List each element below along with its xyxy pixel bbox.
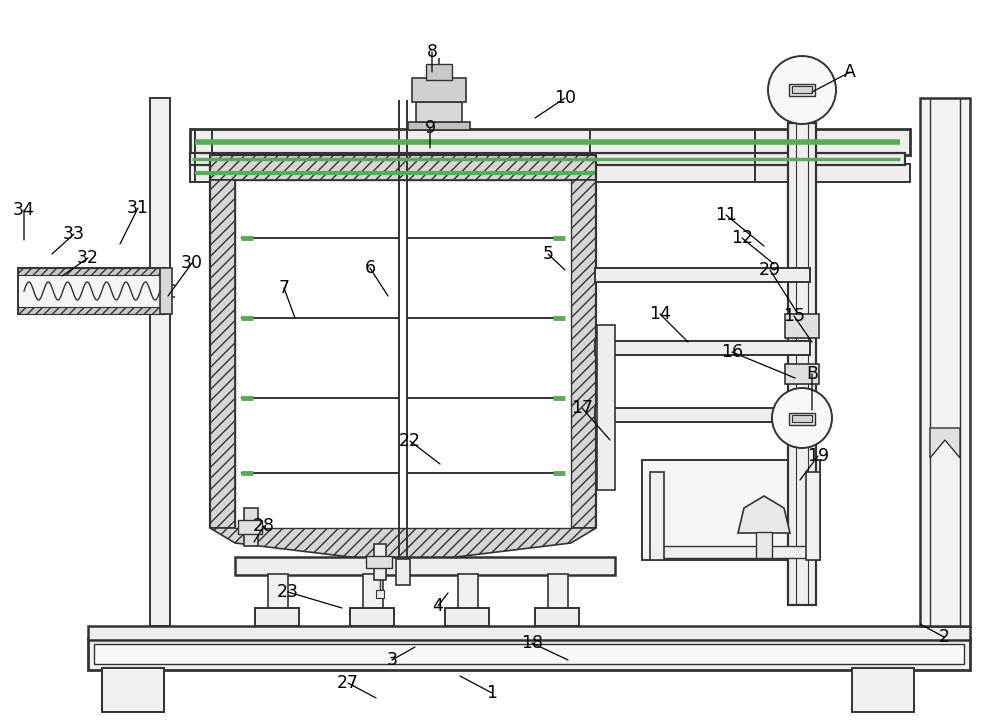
Bar [548, 574, 568, 610]
Text: 23: 23 [277, 583, 299, 601]
Bar [650, 472, 664, 560]
Text: 18: 18 [521, 634, 543, 652]
Bar [445, 608, 489, 626]
Text: 17: 17 [571, 399, 593, 417]
Bar [595, 408, 810, 422]
Bar [785, 314, 819, 338]
Text: 7: 7 [278, 279, 290, 297]
Bar [416, 102, 462, 122]
Bar [235, 180, 571, 528]
Bar [756, 532, 772, 558]
Text: 22: 22 [399, 432, 421, 450]
Bar [88, 626, 970, 640]
Bar [18, 268, 166, 314]
Text: 5: 5 [542, 245, 554, 263]
Bar [426, 64, 452, 80]
Bar [597, 325, 615, 490]
Bar [190, 164, 910, 182]
Text: 19: 19 [807, 447, 829, 465]
Bar [571, 180, 596, 528]
Bar [88, 638, 970, 670]
Text: 1: 1 [486, 684, 498, 702]
Bar [244, 508, 258, 546]
Bar [366, 556, 392, 568]
Bar [408, 122, 470, 130]
Bar [458, 574, 478, 610]
Text: 12: 12 [731, 229, 753, 247]
Bar [350, 608, 394, 626]
Text: 2: 2 [938, 628, 950, 646]
Bar [363, 574, 383, 610]
Text: 11: 11 [715, 206, 737, 224]
Bar [785, 364, 819, 384]
Bar [806, 472, 820, 560]
Bar [595, 268, 810, 282]
Bar [190, 129, 910, 155]
Text: 14: 14 [649, 305, 671, 323]
Bar [535, 608, 579, 626]
Bar [150, 98, 170, 626]
Bar [255, 608, 299, 626]
Bar [238, 520, 262, 534]
Bar [396, 559, 410, 585]
Circle shape [768, 56, 836, 124]
Text: 15: 15 [783, 307, 805, 325]
Text: 16: 16 [721, 343, 743, 361]
Bar [376, 590, 384, 598]
Bar [160, 268, 172, 314]
Bar [268, 574, 288, 610]
Text: 30: 30 [181, 254, 203, 272]
Bar [210, 155, 596, 180]
Bar [374, 544, 386, 580]
Bar [210, 180, 235, 528]
Polygon shape [210, 528, 596, 561]
Bar [852, 668, 914, 712]
Text: 33: 33 [63, 225, 85, 243]
Bar [642, 460, 820, 560]
Bar [788, 123, 816, 605]
Text: 29: 29 [759, 261, 781, 279]
Text: 9: 9 [424, 119, 436, 137]
Text: 8: 8 [426, 43, 438, 61]
Text: 6: 6 [364, 259, 376, 277]
Bar [190, 153, 905, 165]
Bar [18, 307, 166, 314]
Text: 4: 4 [433, 597, 443, 615]
Text: 31: 31 [127, 199, 149, 217]
Text: 32: 32 [77, 249, 99, 267]
Text: 34: 34 [13, 201, 35, 219]
Bar [412, 78, 466, 102]
Bar [650, 546, 812, 558]
Text: A: A [844, 63, 856, 81]
Bar [789, 84, 815, 96]
Polygon shape [738, 496, 790, 533]
Bar [789, 413, 815, 425]
Bar [102, 668, 164, 712]
Bar [18, 268, 166, 275]
Text: B: B [806, 365, 818, 383]
Bar [792, 86, 812, 93]
Circle shape [772, 388, 832, 448]
Text: 10: 10 [554, 89, 576, 107]
Bar [792, 415, 812, 422]
Text: 28: 28 [253, 517, 275, 535]
Polygon shape [930, 428, 960, 458]
Bar [235, 557, 615, 575]
Bar [94, 644, 964, 664]
Bar [920, 98, 970, 626]
Text: 3: 3 [386, 651, 398, 669]
Text: 27: 27 [337, 674, 359, 692]
Bar [595, 341, 810, 355]
